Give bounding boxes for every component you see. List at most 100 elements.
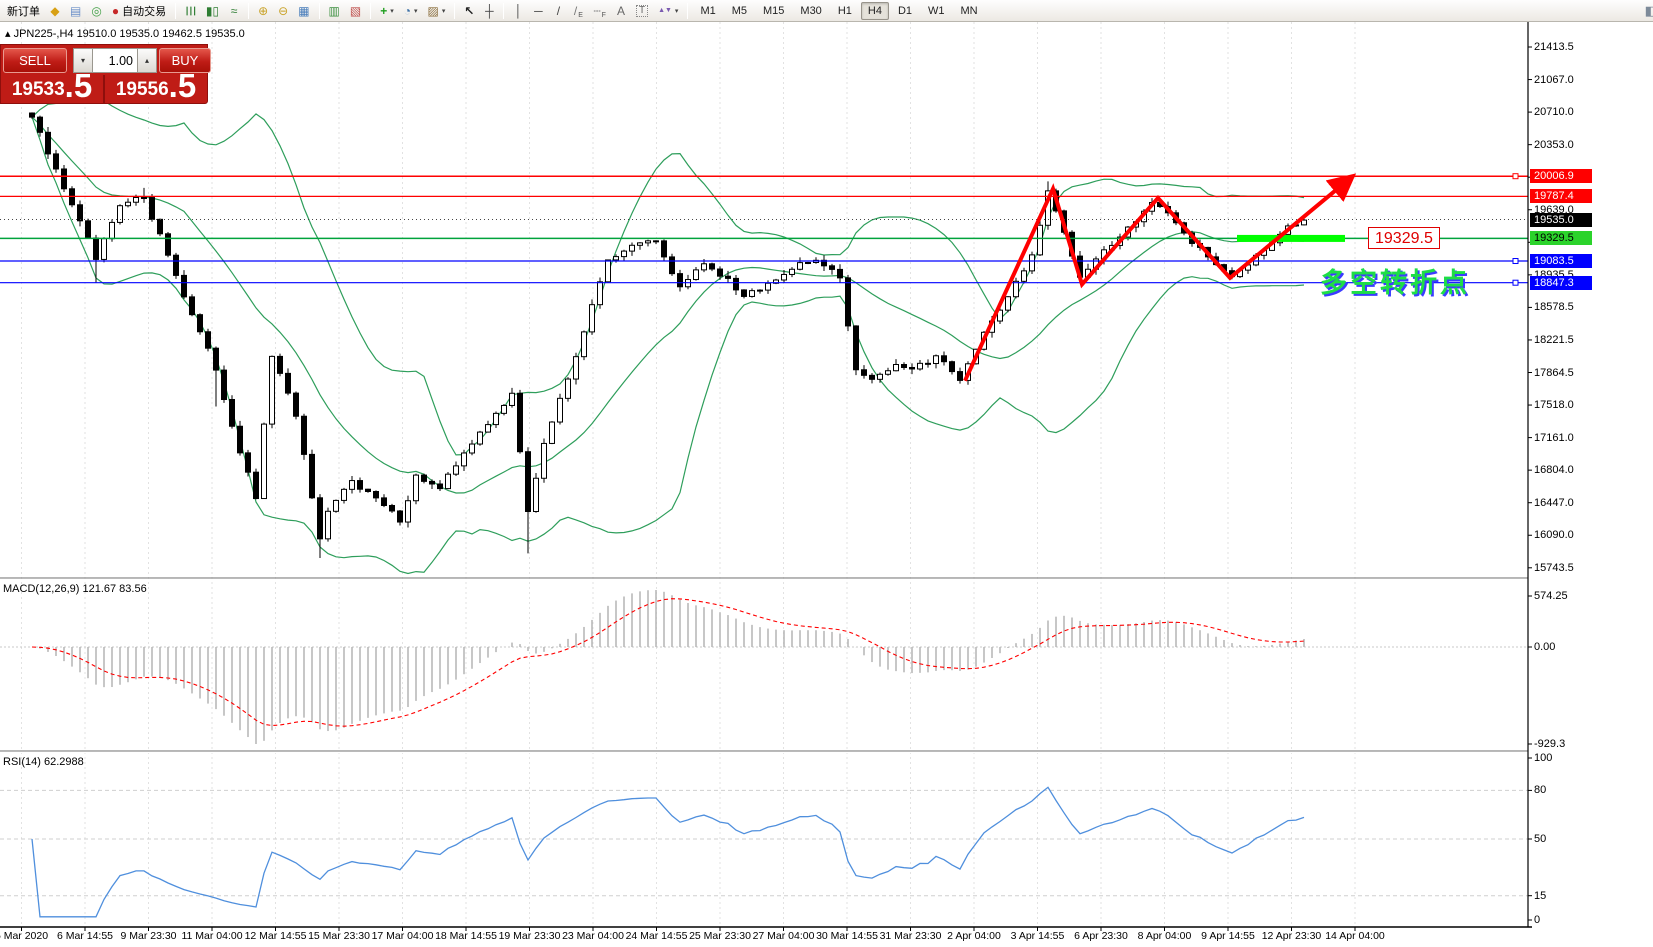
toolbar-text-label-icon[interactable]: T bbox=[632, 2, 652, 20]
text-label-icon: T bbox=[635, 4, 649, 17]
new-chart-icon: ▥ bbox=[328, 3, 340, 18]
toolbar-text-icon[interactable]: A bbox=[612, 2, 630, 20]
timeframe-h1-button[interactable]: H1 bbox=[837, 4, 852, 17]
toolbar-arrows-shapes-icon[interactable]: ▲▼ ▾ bbox=[654, 2, 682, 20]
timeframe-m30-button[interactable]: M30 bbox=[800, 4, 822, 17]
x-axis-date-label: 12 Apr 23:30 bbox=[1261, 930, 1322, 942]
toolbar-new-chart-icon[interactable]: ▥ bbox=[325, 2, 344, 20]
rsi-label: RSI(14) 62.2988 bbox=[3, 756, 84, 768]
toolbar-profiles-icon[interactable]: ▧ bbox=[346, 2, 365, 20]
zoom-out-icon: ⊖ bbox=[278, 3, 289, 18]
toolbar-line-chart-type-icon[interactable]: ≈ bbox=[225, 2, 243, 20]
toolbar-horizontal-line-icon[interactable]: ─ bbox=[529, 2, 547, 20]
support-highlight-band[interactable] bbox=[1237, 234, 1345, 242]
price-chip-19329.5: 19329.5 bbox=[1530, 231, 1592, 246]
y-axis-tick-label: 17864.5 bbox=[1534, 366, 1574, 379]
toolbar-fibonacci-icon[interactable]: ┄ F bbox=[589, 2, 610, 20]
chevron-down-icon[interactable]: ▾ bbox=[674, 7, 679, 15]
candlestick-type-icon: ▮▯ bbox=[205, 3, 220, 18]
x-axis-date-label: 5 Mar 2020 bbox=[0, 930, 49, 942]
toolbar-market-watch-icon[interactable]: ◆ bbox=[46, 2, 64, 20]
timeframe-m5-button[interactable]: M5 bbox=[731, 4, 747, 17]
channel-icon-sub: E bbox=[578, 11, 583, 19]
timeframe-mn-button[interactable]: MN bbox=[960, 4, 978, 17]
volume-decrease-button[interactable]: ▾ bbox=[73, 48, 93, 73]
toolbar-bar-chart-type-icon[interactable]: ☰ bbox=[181, 2, 200, 20]
x-axis-date-label: 17 Mar 04:00 bbox=[371, 930, 434, 942]
chevron-down-icon[interactable]: ▾ bbox=[390, 7, 394, 15]
toolbar-zoom-in-icon[interactable]: ⊕ bbox=[254, 2, 272, 20]
toolbar-periods-icon[interactable]: ◔ ▾ bbox=[400, 2, 422, 20]
timeframe-m15-button[interactable]: M15 bbox=[763, 4, 785, 17]
toolbar-separator bbox=[503, 2, 505, 19]
volume-input[interactable] bbox=[93, 48, 137, 73]
line-handle[interactable] bbox=[1512, 173, 1519, 180]
toolbar: 新订单 ◆ ▤ ◎ ● 自动交易 ☰ ▮▯ ≈ ⊕ ⊖ ▦ ▥ ▧ + ▾ ◔ ▾ ▨ ▾ ↖ ┼ │ ─ / / E ┄ F A T ▲▼ ▾… bbox=[0, 0, 1653, 22]
toolbar-zoom-out-icon[interactable]: ⊖ bbox=[274, 2, 292, 20]
toolbar-signals-icon[interactable]: ◎ bbox=[87, 2, 105, 20]
trend-zigzag-arrow[interactable] bbox=[963, 173, 1357, 382]
buy-button[interactable]: BUY bbox=[159, 48, 211, 73]
timeframe-d1-button[interactable]: D1 bbox=[897, 4, 912, 17]
annotation-text[interactable]: 多空转折点 bbox=[1320, 268, 1470, 298]
y-axis-tick-label: 16090.0 bbox=[1534, 529, 1574, 542]
volume-increase-button[interactable]: ▴ bbox=[137, 48, 157, 73]
fibonacci-icon-sub: F bbox=[601, 11, 606, 19]
x-axis-date-label: 9 Apr 14:55 bbox=[1201, 930, 1255, 942]
buy-price[interactable]: 19556.5 bbox=[105, 69, 207, 103]
fibonacci-icon: ┄ bbox=[593, 3, 601, 18]
chart-symbol-icon: ▴ bbox=[5, 28, 11, 40]
x-axis-date-label: 24 Mar 14:55 bbox=[625, 930, 688, 942]
x-axis-date-label: 27 Mar 04:00 bbox=[752, 930, 815, 942]
price-callout-box[interactable]: 19329.5 bbox=[1368, 227, 1440, 249]
toolbar-vertical-line-icon[interactable]: │ bbox=[509, 2, 527, 20]
market-watch-icon: ◆ bbox=[50, 3, 60, 18]
chevron-down-icon[interactable]: ▾ bbox=[414, 7, 418, 15]
rsi-axis-label: 15 bbox=[1534, 889, 1547, 902]
publish-chart-icon: ▤ bbox=[70, 3, 82, 18]
price-chip-19535.0: 19535.0 bbox=[1530, 212, 1592, 227]
trendline-icon: / bbox=[556, 3, 561, 18]
rsi-axis-label: 0 bbox=[1534, 914, 1541, 926]
new-order-button-label: 新订单 bbox=[7, 5, 40, 18]
toolbar-templates-icon[interactable]: ▨ ▾ bbox=[424, 2, 450, 20]
macd-axis-label: -929.3 bbox=[1534, 738, 1566, 750]
toolbar-channel-icon[interactable]: / E bbox=[569, 2, 587, 20]
toolbar-candlestick-type-icon[interactable]: ▮▯ bbox=[202, 2, 223, 20]
one-click-trading-panel: SELL ▾ ▴ BUY 19533.5 19556.5 bbox=[0, 44, 211, 104]
chevron-down-icon[interactable]: ▾ bbox=[441, 7, 446, 15]
price-lines-layer[interactable] bbox=[0, 173, 1528, 286]
line-handle[interactable] bbox=[1512, 279, 1519, 286]
line-handle[interactable] bbox=[1512, 258, 1519, 265]
toolbar-cursor-icon[interactable]: ↖ bbox=[460, 2, 478, 20]
timeframe-h4-button[interactable]: H4 bbox=[860, 1, 889, 20]
sell-button[interactable]: SELL bbox=[3, 48, 67, 73]
x-axis-date-label: 30 Mar 14:55 bbox=[816, 930, 878, 942]
toolbar-trendline-icon[interactable]: / bbox=[549, 2, 567, 20]
toolbar-new-order-button[interactable]: 新订单 bbox=[3, 2, 44, 20]
timeframe-m1-button[interactable]: M1 bbox=[700, 4, 716, 17]
macd-label: MACD(12,26,9) 121.67 83.56 bbox=[3, 583, 147, 595]
toolbar-publish-chart-icon[interactable]: ▤ bbox=[66, 2, 85, 20]
toolbar-autotrading-button[interactable]: ● 自动交易 bbox=[108, 2, 170, 20]
toolbar-tile-windows-icon[interactable]: ▦ bbox=[294, 2, 313, 20]
price-divider bbox=[103, 75, 105, 103]
sell-price[interactable]: 19533.5 bbox=[1, 69, 103, 103]
price-chip-19083.5: 19083.5 bbox=[1530, 254, 1592, 268]
toolbar-indicators-add-icon[interactable]: + ▾ bbox=[376, 2, 398, 20]
clipped-toolbar-icon[interactable]: ◧ bbox=[1645, 3, 1653, 19]
y-axis-tick-label: 15743.5 bbox=[1534, 561, 1574, 574]
y-axis-tick-label: 18221.5 bbox=[1534, 333, 1574, 346]
toolbar-crosshair-icon[interactable]: ┼ bbox=[480, 2, 498, 20]
sell-price-frac: .5 bbox=[64, 67, 93, 104]
toolbar-separator bbox=[454, 2, 456, 19]
rsi-axis-label: 50 bbox=[1534, 833, 1547, 845]
cursor-icon: ↖ bbox=[464, 3, 475, 18]
price-chip-18847.3: 18847.3 bbox=[1530, 275, 1592, 290]
symbol-ohlc-text: JPN225-,H4 19510.0 19535.0 19462.5 19535… bbox=[13, 28, 245, 40]
timeframe-w1-button[interactable]: W1 bbox=[928, 4, 945, 17]
toolbar-separator bbox=[687, 2, 689, 19]
x-axis-date-label: 6 Apr 23:30 bbox=[1074, 930, 1128, 942]
macd-axis-label: 574.25 bbox=[1534, 590, 1568, 602]
